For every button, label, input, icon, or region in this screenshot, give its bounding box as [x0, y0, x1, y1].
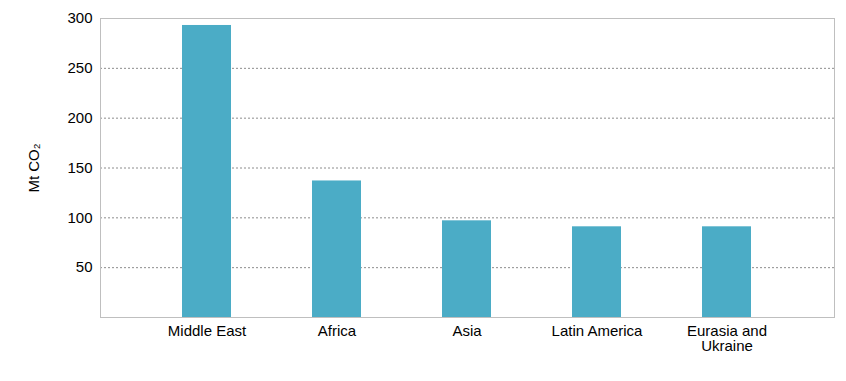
svg-text:Eurasia andUkraine: Eurasia andUkraine: [687, 322, 767, 354]
svg-text:250: 250: [67, 59, 92, 76]
svg-text:Mt CO₂: Mt CO₂: [25, 143, 42, 192]
svg-text:Latin America: Latin America: [552, 322, 644, 339]
svg-text:Africa: Africa: [318, 322, 357, 339]
svg-text:300: 300: [67, 9, 92, 26]
svg-text:Asia: Asia: [452, 322, 482, 339]
svg-text:200: 200: [67, 109, 92, 126]
svg-text:Middle East: Middle East: [168, 322, 247, 339]
svg-text:50: 50: [76, 258, 93, 275]
svg-text:100: 100: [67, 209, 92, 226]
svg-text:150: 150: [67, 159, 92, 176]
